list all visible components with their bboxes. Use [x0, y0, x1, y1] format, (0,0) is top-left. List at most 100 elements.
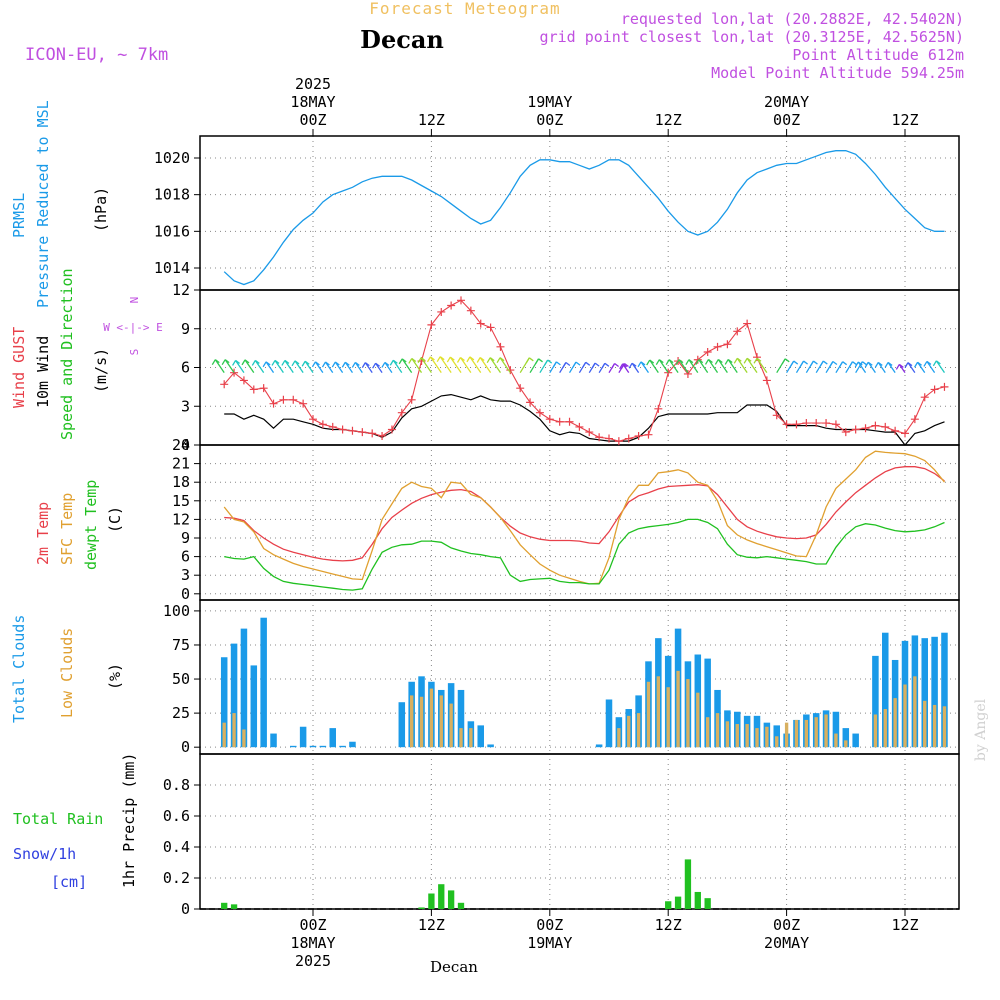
x-tick-label: 12Z [418, 111, 445, 129]
gust-marker [802, 419, 811, 428]
wind-arrow-head [562, 361, 571, 368]
temp-line [224, 518, 945, 591]
wind-arrow [668, 359, 679, 374]
gust-marker [565, 417, 574, 426]
wind-arrow [439, 356, 452, 374]
gust-marker [792, 420, 801, 429]
y-tick-label: 0.4 [163, 838, 190, 856]
temp-line [223, 450, 946, 585]
gust-label: Wind GUST [10, 327, 28, 408]
rain-bar [457, 902, 465, 909]
wind-arrow-head [232, 359, 240, 366]
x-tick-label: 00Z [536, 916, 563, 934]
wind-arrow-head [361, 362, 370, 368]
total-cloud-bar [457, 689, 465, 748]
wind-arrow [392, 359, 403, 374]
wind-line [224, 393, 945, 446]
low-cloud-bar [617, 728, 621, 748]
low-cloud-bar [893, 698, 897, 748]
gust-marker [753, 353, 761, 362]
total-cloud-bar [882, 632, 889, 748]
low-cloud-bar [932, 704, 937, 748]
gust-marker [812, 419, 821, 428]
wind-arrow [324, 361, 334, 374]
wind-arrow-head [790, 360, 799, 367]
gust-marker [486, 323, 495, 332]
wind-arrow-head [874, 361, 883, 368]
wind-arrow-head [321, 361, 330, 368]
y-tick-label: 3 [181, 397, 190, 415]
low-cloud-bar [696, 692, 700, 748]
total-cloud-bar [329, 728, 336, 748]
x-tick-label: 00Z [773, 916, 800, 934]
low-cloud-bar [409, 695, 414, 748]
sfc-label: SFC Temp [58, 493, 76, 565]
wind-arrow-head [695, 359, 704, 365]
gust-marker [595, 433, 604, 442]
wind-arrow-head [389, 359, 398, 366]
wind-arrow [640, 361, 650, 374]
low-cloud-bar [705, 717, 710, 748]
y-tick-label: 24 [172, 436, 190, 454]
x-tick-label: 00Z [299, 111, 326, 129]
wind-arrow-head [601, 362, 610, 369]
total-cloud-bar [832, 711, 840, 748]
rain-bar [438, 884, 445, 909]
gust-marker [683, 369, 692, 378]
wind-arrow-head [262, 361, 271, 368]
gust-marker [289, 395, 298, 404]
total-cloud-bar [220, 657, 228, 748]
speeddir-label: Speed and Direction [58, 268, 76, 440]
wind-arrow-head [271, 359, 280, 366]
x-tick-label: 12Z [655, 111, 682, 129]
x-tick-label: 18MAY [290, 93, 335, 111]
gust-marker [901, 429, 909, 438]
wind-arrow [334, 361, 344, 374]
wind-arrow-head [486, 357, 495, 364]
c-label: (C) [106, 506, 124, 533]
x-tick-label: 19MAY [527, 93, 572, 111]
gust-marker [831, 420, 840, 429]
gust-marker [220, 380, 229, 389]
wind-arrow-head [591, 362, 600, 369]
wind-arrow [420, 357, 432, 374]
rain-bar [665, 901, 672, 909]
total-cloud-bar [270, 733, 277, 748]
x-tick-label: 12Z [418, 916, 445, 934]
wind-arrow [736, 357, 748, 374]
wind-arrow [926, 361, 936, 374]
compass-s: S [128, 349, 141, 356]
wind-arrow [867, 361, 876, 374]
gust-marker [457, 296, 465, 305]
total-cloud-bar [250, 665, 258, 748]
y-tick-label: 1014 [154, 259, 190, 277]
wind-arrow-head [781, 358, 790, 365]
rain-bar [428, 893, 435, 909]
wind-arrow-head [251, 359, 260, 366]
gust-marker [545, 415, 554, 424]
wind-arrow [917, 361, 926, 374]
precip-label: 1hr Precip (mm) [120, 753, 138, 888]
wind-arrow [294, 360, 304, 374]
wind-arrow-head [753, 357, 762, 364]
rain-bar [684, 859, 692, 909]
wind-arrow [489, 357, 502, 374]
y-tick-label: 9 [181, 320, 190, 338]
total-cloud-bar [487, 744, 494, 748]
wind-arrow [658, 359, 669, 374]
gust-marker [772, 411, 781, 420]
low-cloud-bar [676, 670, 680, 748]
low-cloud-bar [419, 696, 424, 748]
total-cloud-bar [260, 617, 267, 748]
total-cloud-bar [941, 632, 948, 748]
gust-marker [397, 408, 406, 417]
total-cloud-bar [349, 741, 356, 748]
low-cloud-bar [656, 676, 661, 748]
gust-marker [575, 422, 584, 431]
total-cloud-bar [477, 725, 484, 748]
wind-arrow [354, 362, 363, 374]
y-tick-label: 50 [172, 670, 190, 688]
wind-arrow [254, 360, 265, 374]
wind-arrow-head [800, 360, 808, 367]
